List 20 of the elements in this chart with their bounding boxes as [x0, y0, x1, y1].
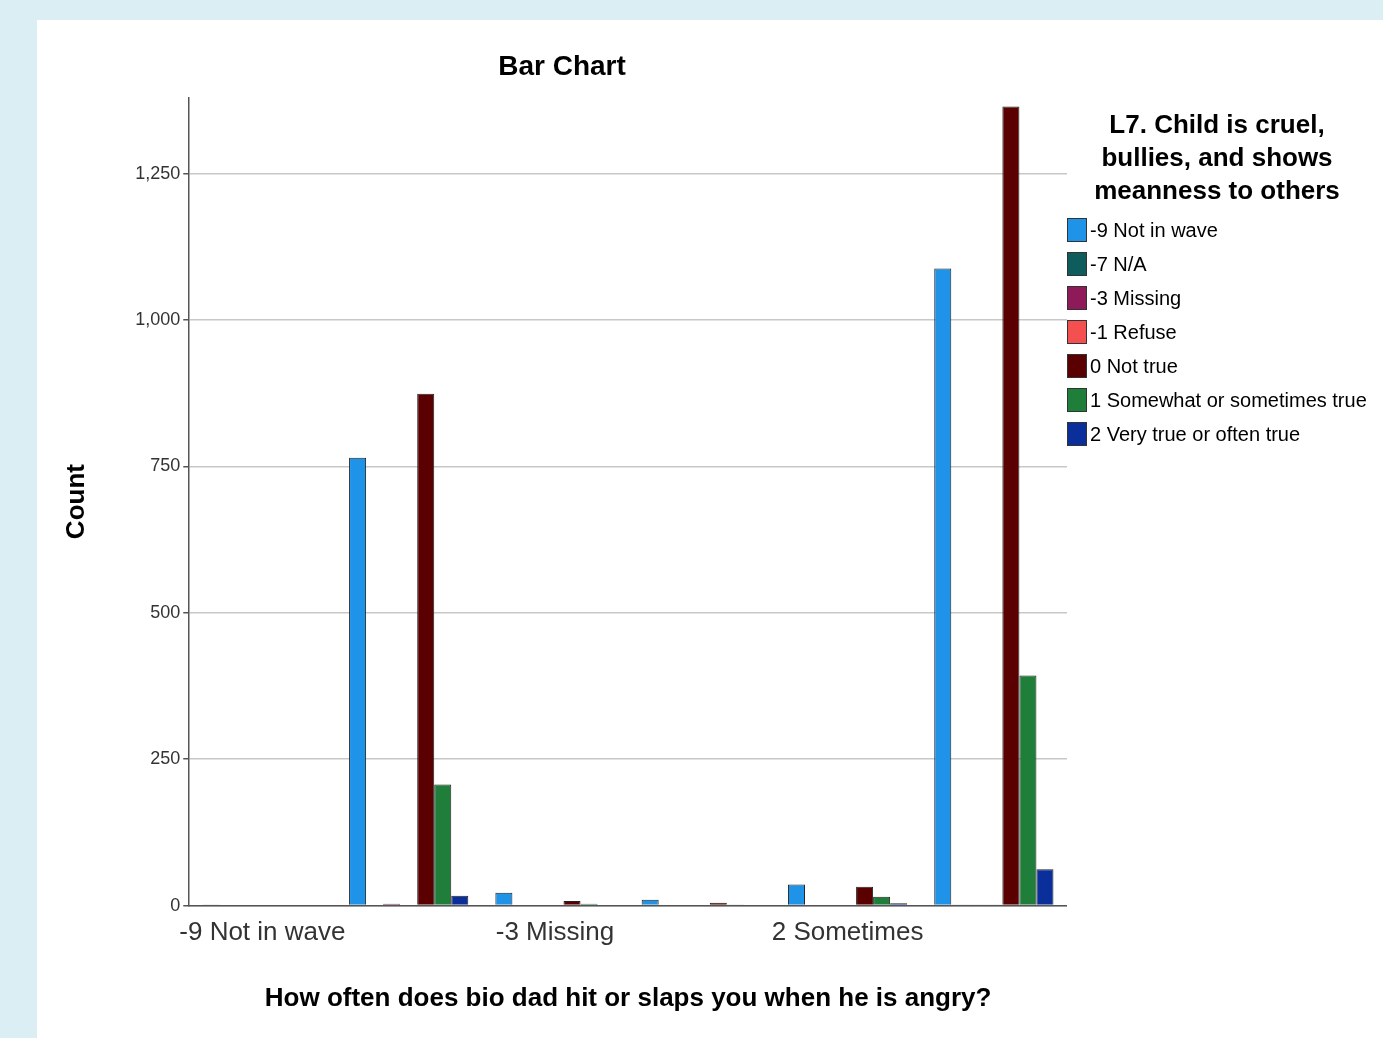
y-tick-label: 0 [170, 894, 181, 915]
legend-label: -1 Refuse [1090, 320, 1177, 344]
legend-title: L7. Child is cruel, bullies, and shows meanness to others [1093, 108, 1341, 207]
x-tick-label: -3 Missing [495, 916, 615, 947]
y-tick-label: 500 [150, 601, 181, 622]
x-tick-label: 2 Sometimes [771, 916, 924, 947]
y-tick-label: 1,000 [135, 309, 181, 330]
legend-label: 2 Very true or often true [1090, 422, 1301, 446]
legend-label: 0 Not true [1090, 354, 1178, 378]
y-tick-label: 750 [150, 455, 181, 476]
legend-label: -7 N/A [1090, 252, 1147, 276]
legend-label: 1 Somewhat or sometimes true [1090, 388, 1367, 412]
y-tick-label: 250 [150, 748, 181, 769]
x-tick-label: -9 Not in wave [179, 916, 346, 947]
chart-title: Bar Chart [498, 49, 626, 81]
x-axis-title: How often does bio dad hit or slaps you when he is angry? [264, 981, 992, 1012]
legend-label: -9 Not in wave [1090, 218, 1218, 242]
y-tick-label: 1,250 [135, 162, 181, 183]
legend-label: -3 Missing [1090, 286, 1182, 310]
y-axis-title: Count [59, 463, 90, 540]
